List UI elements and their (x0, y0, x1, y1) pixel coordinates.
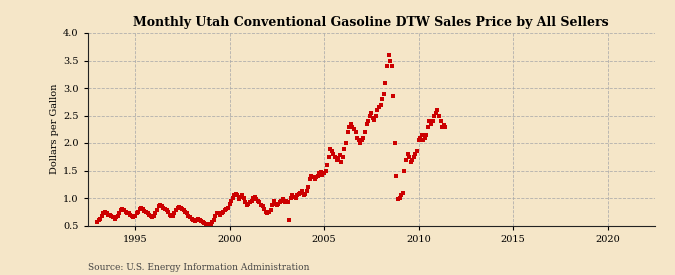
Y-axis label: Dollars per Gallon: Dollars per Gallon (50, 84, 59, 174)
Text: Source: U.S. Energy Information Administration: Source: U.S. Energy Information Administ… (88, 263, 309, 272)
Title: Monthly Utah Conventional Gasoline DTW Sales Price by All Sellers: Monthly Utah Conventional Gasoline DTW S… (134, 16, 609, 29)
